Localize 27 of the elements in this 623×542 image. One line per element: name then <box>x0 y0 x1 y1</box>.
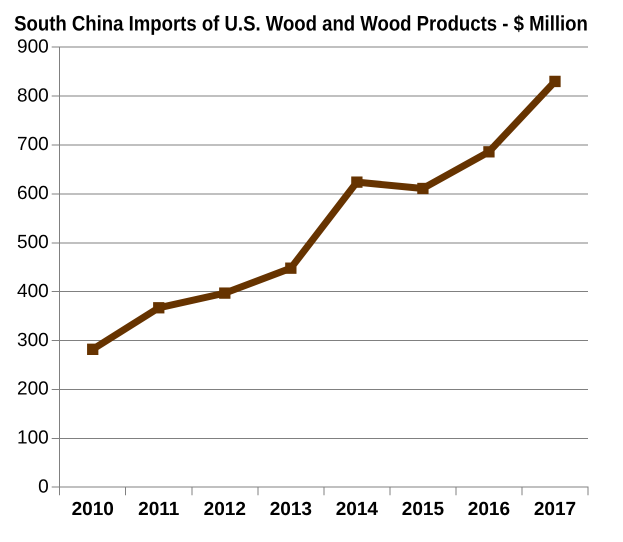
y-tick-label: 300 <box>17 330 49 351</box>
x-tick-label: 2011 <box>138 498 180 520</box>
x-tick-label: 2013 <box>270 498 312 520</box>
point <box>219 287 230 299</box>
y-tick-label: 700 <box>17 134 49 156</box>
y-tick-label: 200 <box>17 378 49 400</box>
point <box>153 302 164 314</box>
x-tick-label: 2010 <box>72 498 114 520</box>
point <box>483 146 495 158</box>
y-tick-label: 100 <box>17 428 49 449</box>
y-tick-label: 500 <box>17 232 49 253</box>
x-tick-label: 2015 <box>402 498 444 520</box>
point <box>549 76 561 88</box>
y-tick-label: 600 <box>17 183 49 204</box>
point <box>285 262 296 274</box>
y-tick-label: 900 <box>17 36 49 58</box>
point <box>351 176 363 188</box>
x-tick-label: 2017 <box>534 498 576 520</box>
x-tick-label: 2016 <box>468 498 510 520</box>
x-tick-label: 2014 <box>336 498 378 520</box>
point <box>417 182 429 194</box>
chart-title: South China Imports of U.S. Wood and Wood Products - $ Million <box>14 12 588 36</box>
point <box>87 344 98 355</box>
x-tick-label: 2012 <box>204 498 246 520</box>
y-tick-label: 800 <box>17 85 49 106</box>
y-tick-label: 0 <box>38 476 49 498</box>
y-tick-label: 400 <box>17 280 49 302</box>
